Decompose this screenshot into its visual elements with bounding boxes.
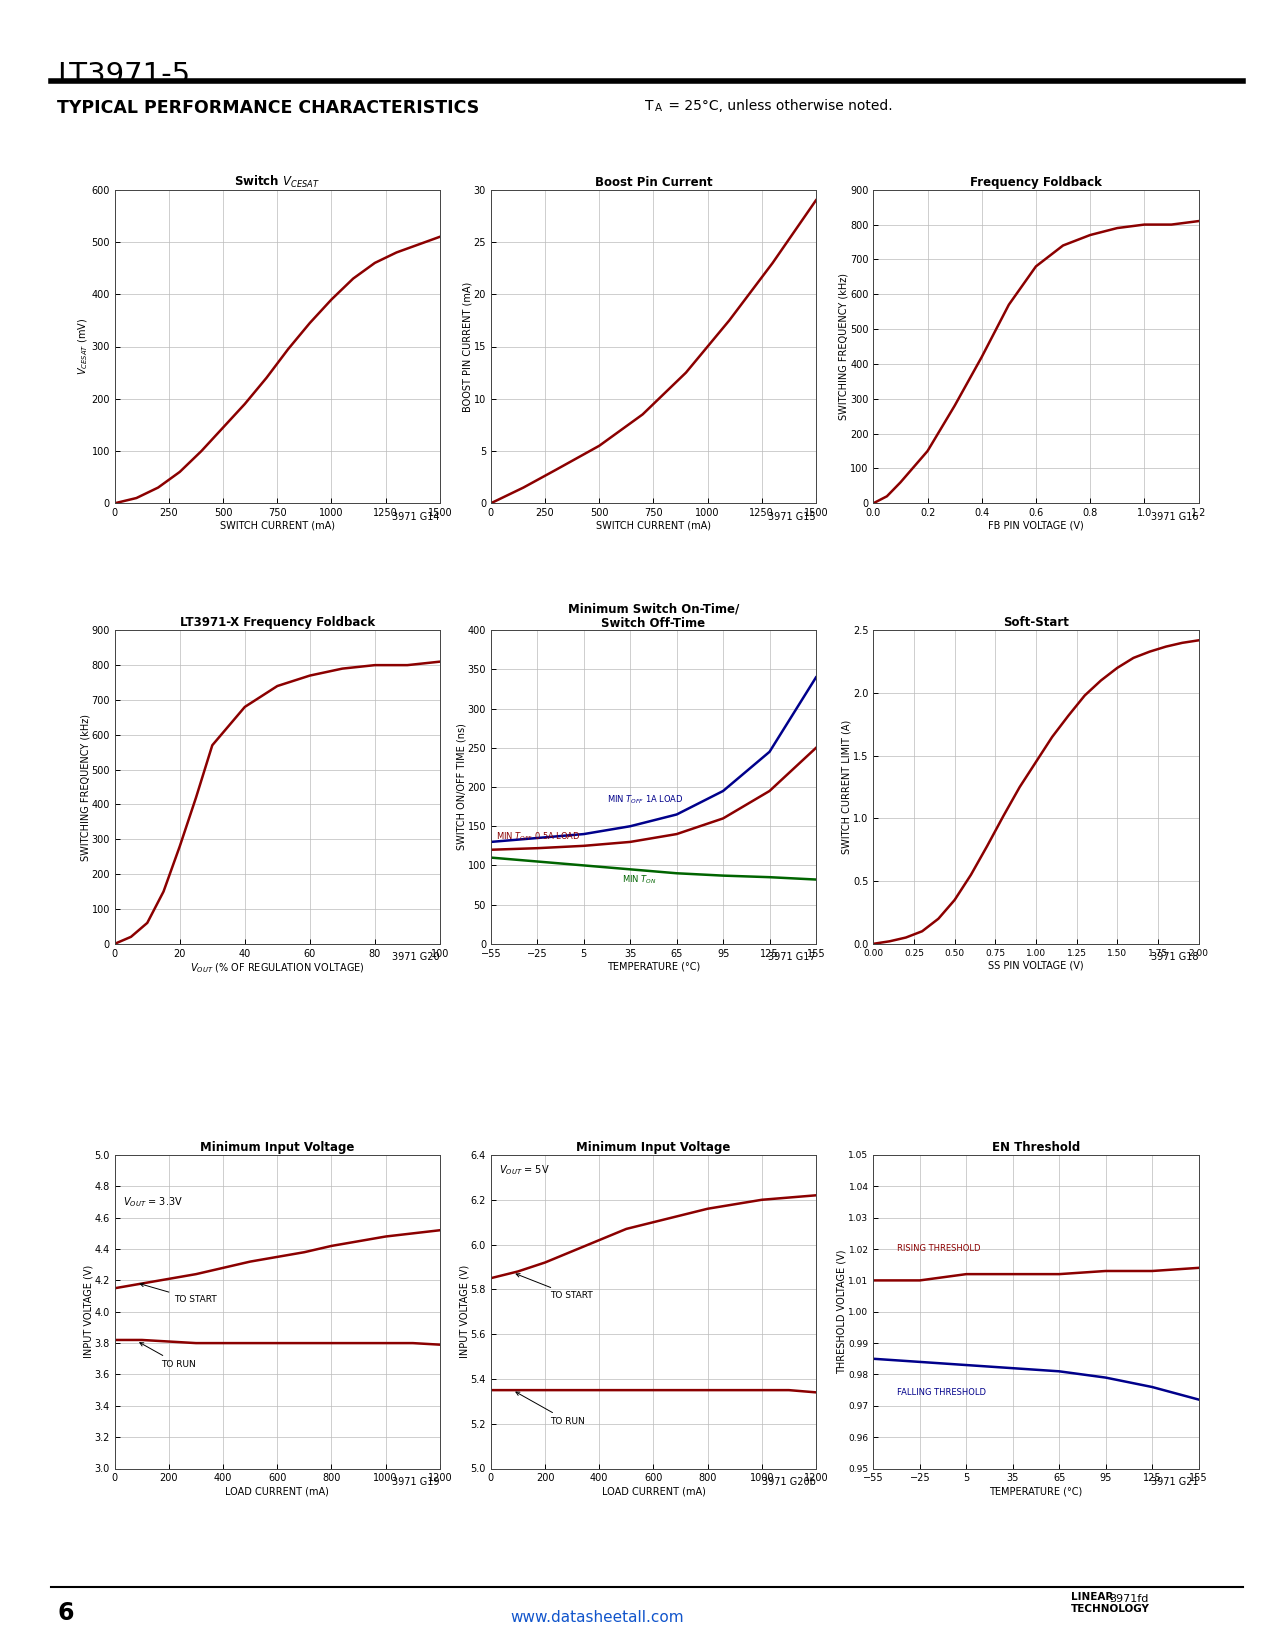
Text: TO START: TO START [140, 1284, 217, 1305]
Y-axis label: SWITCH CURRENT LIMIT (A): SWITCH CURRENT LIMIT (A) [842, 719, 852, 855]
Text: 3971 G15: 3971 G15 [769, 512, 816, 521]
Text: $V_{OUT}$ = 5V: $V_{OUT}$ = 5V [499, 1163, 550, 1176]
Text: 6: 6 [57, 1600, 74, 1625]
Title: Minimum Switch On-Time/
Switch Off-Time: Minimum Switch On-Time/ Switch Off-Time [567, 602, 740, 630]
Title: Boost Pin Current: Boost Pin Current [594, 175, 713, 188]
Title: Switch $V_{CESAT}$: Switch $V_{CESAT}$ [235, 173, 320, 190]
X-axis label: TEMPERATURE (°C): TEMPERATURE (°C) [989, 1487, 1082, 1497]
Title: Minimum Input Voltage: Minimum Input Voltage [576, 1140, 731, 1153]
Y-axis label: $V_{CESAT}$ (mV): $V_{CESAT}$ (mV) [76, 318, 91, 375]
X-axis label: FB PIN VOLTAGE (V): FB PIN VOLTAGE (V) [988, 521, 1084, 531]
X-axis label: $V_{OUT}$ (% OF REGULATION VOLTAGE): $V_{OUT}$ (% OF REGULATION VOLTAGE) [190, 962, 365, 975]
Text: A: A [655, 102, 663, 114]
Text: $V_{OUT}$ = 3.3V: $V_{OUT}$ = 3.3V [122, 1195, 182, 1209]
X-axis label: SWITCH CURRENT (mA): SWITCH CURRENT (mA) [219, 521, 335, 531]
Text: MIN $T_{OFF}$ 1A LOAD: MIN $T_{OFF}$ 1A LOAD [607, 794, 683, 807]
Title: Minimum Input Voltage: Minimum Input Voltage [200, 1140, 354, 1153]
Text: LINEAR
TECHNOLOGY: LINEAR TECHNOLOGY [1071, 1592, 1150, 1614]
X-axis label: SS PIN VOLTAGE (V): SS PIN VOLTAGE (V) [988, 960, 1084, 970]
Text: 3971 G18: 3971 G18 [1151, 952, 1198, 962]
Text: 3971 G21: 3971 G21 [1151, 1477, 1198, 1487]
Text: 3971 G20: 3971 G20 [393, 952, 440, 962]
Text: TO RUN: TO RUN [516, 1393, 585, 1426]
Text: RISING THRESHOLD: RISING THRESHOLD [896, 1244, 980, 1252]
Title: EN Threshold: EN Threshold [992, 1140, 1080, 1153]
Text: TO START: TO START [516, 1274, 593, 1300]
X-axis label: LOAD CURRENT (mA): LOAD CURRENT (mA) [602, 1487, 705, 1497]
Text: 3971 G17: 3971 G17 [769, 952, 816, 962]
X-axis label: SWITCH CURRENT (mA): SWITCH CURRENT (mA) [595, 521, 711, 531]
Text: 3971 G16: 3971 G16 [1151, 512, 1198, 521]
Title: Frequency Foldback: Frequency Foldback [970, 175, 1102, 188]
X-axis label: LOAD CURRENT (mA): LOAD CURRENT (mA) [226, 1487, 329, 1497]
Y-axis label: INPUT VOLTAGE (V): INPUT VOLTAGE (V) [459, 1266, 469, 1358]
Text: 3971 G19: 3971 G19 [393, 1477, 440, 1487]
Text: TYPICAL PERFORMANCE CHARACTERISTICS: TYPICAL PERFORMANCE CHARACTERISTICS [57, 99, 479, 117]
Y-axis label: SWITCH ON/OFF TIME (ns): SWITCH ON/OFF TIME (ns) [456, 724, 465, 850]
Title: LT3971-X Frequency Foldback: LT3971-X Frequency Foldback [180, 615, 375, 629]
Title: Soft-Start: Soft-Start [1003, 615, 1068, 629]
Text: MIN $T_{ON}$: MIN $T_{ON}$ [622, 873, 657, 886]
Text: = 25°C, unless otherwise noted.: = 25°C, unless otherwise noted. [664, 99, 892, 112]
Y-axis label: THRESHOLD VOLTAGE (V): THRESHOLD VOLTAGE (V) [836, 1249, 847, 1374]
Text: 3971 G14: 3971 G14 [393, 512, 440, 521]
Y-axis label: INPUT VOLTAGE (V): INPUT VOLTAGE (V) [83, 1266, 93, 1358]
Text: 3971fd: 3971fd [1109, 1594, 1149, 1604]
Text: FALLING THRESHOLD: FALLING THRESHOLD [896, 1388, 986, 1398]
X-axis label: TEMPERATURE (°C): TEMPERATURE (°C) [607, 962, 700, 972]
Y-axis label: BOOST PIN CURRENT (mA): BOOST PIN CURRENT (mA) [462, 282, 472, 411]
Y-axis label: SWITCHING FREQUENCY (kHz): SWITCHING FREQUENCY (kHz) [839, 272, 849, 421]
Text: www.datasheetall.com: www.datasheetall.com [510, 1610, 683, 1625]
Text: TO RUN: TO RUN [140, 1343, 195, 1368]
Y-axis label: SWITCHING FREQUENCY (kHz): SWITCHING FREQUENCY (kHz) [80, 713, 91, 861]
Text: T: T [645, 99, 654, 112]
Text: 3971 G20b: 3971 G20b [762, 1477, 816, 1487]
Text: LT3971-5: LT3971-5 [57, 61, 190, 89]
Text: MIN $T_{OFF}$ 0.5A LOAD: MIN $T_{OFF}$ 0.5A LOAD [496, 830, 580, 843]
